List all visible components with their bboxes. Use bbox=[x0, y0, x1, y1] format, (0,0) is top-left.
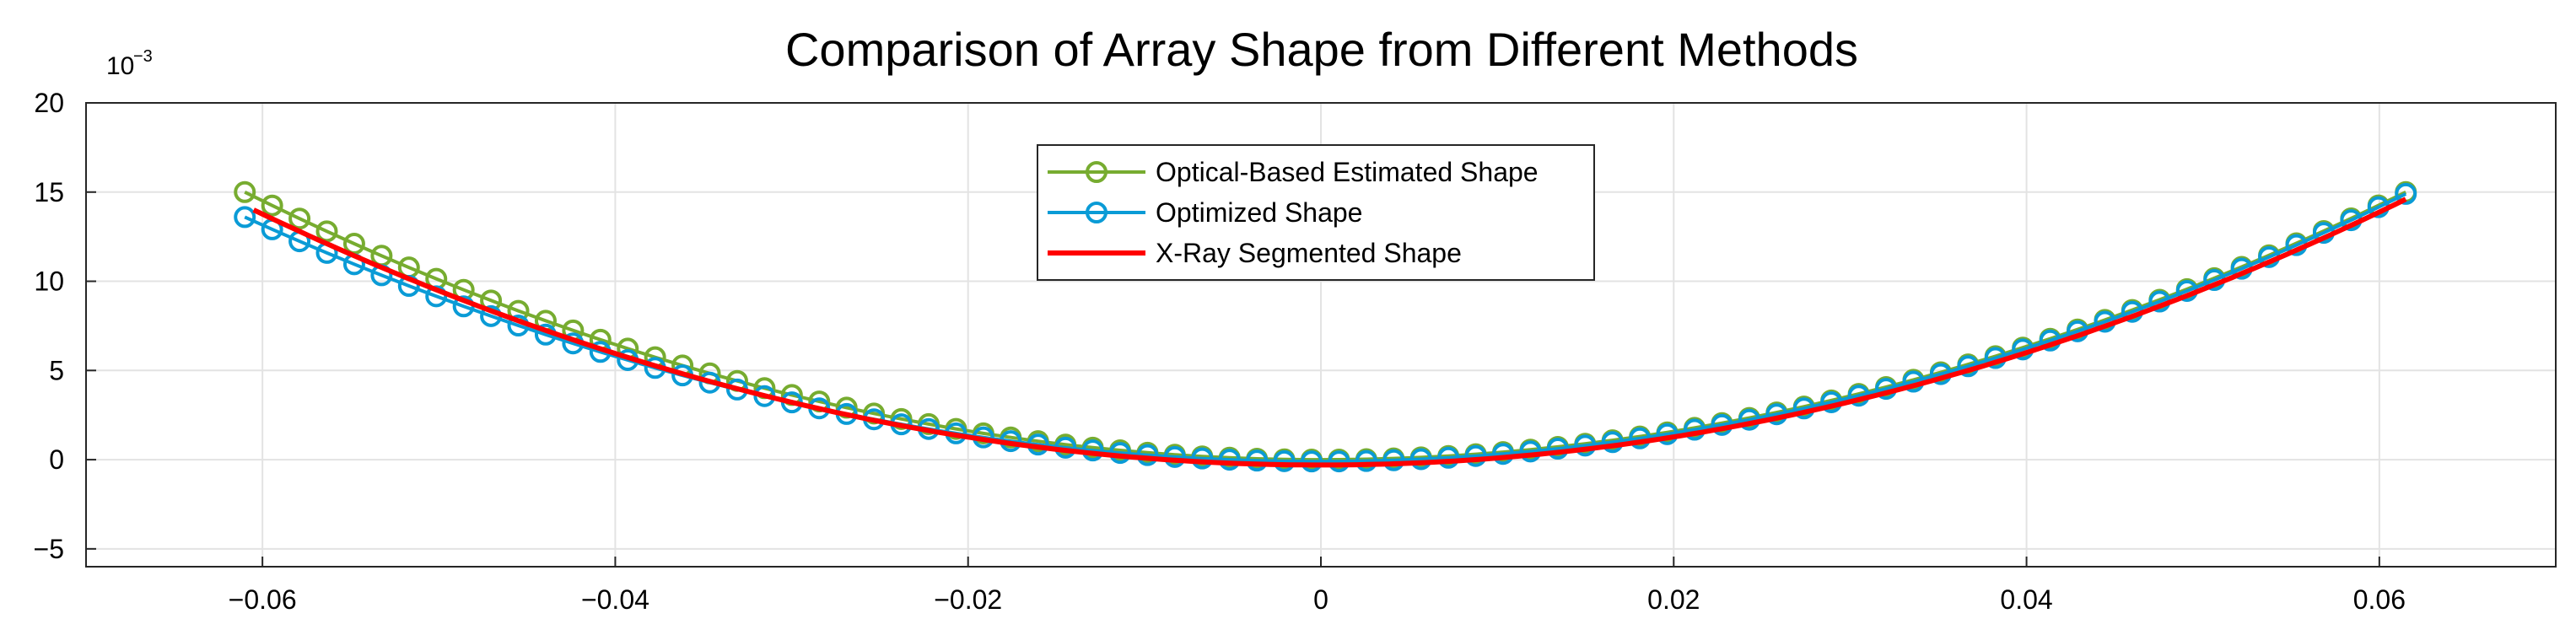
series-layer bbox=[234, 180, 2417, 473]
data-point bbox=[1301, 450, 1323, 473]
legend-label: Optical-Based Estimated Shape bbox=[1156, 157, 1539, 187]
x-tick-label: 0.02 bbox=[1647, 584, 1700, 615]
x-tick-label: −0.02 bbox=[934, 584, 1002, 615]
data-point bbox=[288, 207, 311, 230]
series-line bbox=[244, 191, 2407, 462]
data-point bbox=[1218, 449, 1241, 471]
data-point bbox=[2395, 182, 2417, 205]
y-exponent-power: −3 bbox=[133, 47, 153, 66]
y-tick-label: 0 bbox=[49, 444, 64, 475]
legend-item: X-Ray Segmented Shape bbox=[1048, 238, 1462, 268]
series-line bbox=[244, 192, 2407, 464]
legend-label: X-Ray Segmented Shape bbox=[1156, 238, 1462, 268]
data-point bbox=[1519, 440, 1542, 463]
legend-marker bbox=[1086, 202, 1107, 223]
y-exponent-base: 10 bbox=[106, 52, 134, 80]
data-point bbox=[1355, 449, 1377, 472]
data-point bbox=[425, 285, 448, 308]
y-tick-label: −5 bbox=[34, 534, 64, 564]
x-tick-label: 0.06 bbox=[2353, 584, 2406, 615]
data-point bbox=[1382, 449, 1405, 471]
y-tick-label: 15 bbox=[34, 177, 64, 207]
data-point bbox=[1328, 450, 1350, 473]
series-x-ray-segmented-shape bbox=[252, 196, 2407, 468]
data-point bbox=[1492, 443, 1515, 465]
data-point bbox=[1163, 445, 1186, 468]
data-point bbox=[315, 220, 338, 243]
data-point bbox=[234, 180, 256, 203]
y-tick-label: 20 bbox=[34, 88, 64, 118]
y-tick-label: 10 bbox=[34, 266, 64, 297]
data-point bbox=[1437, 446, 1460, 469]
legend-label: Optimized Shape bbox=[1156, 197, 1362, 228]
grid-lines bbox=[86, 102, 2556, 567]
series-line bbox=[252, 196, 2407, 468]
y-tick-label: 5 bbox=[49, 355, 64, 385]
y-axis-exponent-label: 10 −3 bbox=[106, 47, 153, 80]
data-point bbox=[1409, 448, 1432, 471]
x-tick-label: 0.04 bbox=[2000, 584, 2052, 615]
x-tick-label: −0.06 bbox=[229, 584, 297, 615]
data-point bbox=[1464, 444, 1487, 467]
data-point bbox=[1191, 447, 1214, 470]
series-optimized-shape bbox=[234, 182, 2417, 473]
legend-item: Optical-Based Estimated Shape bbox=[1048, 157, 1539, 187]
legend-marker bbox=[1086, 161, 1107, 183]
data-point bbox=[1246, 449, 1269, 472]
legend: Optical-Based Estimated Shape Optimized S… bbox=[1037, 144, 1595, 281]
data-point bbox=[1546, 438, 1569, 460]
data-point bbox=[1273, 449, 1296, 472]
axis-ticks: −0.06 −0.04 −0.02 0 0.02 0.04 0.06 −5 0 5 10 15 20 bbox=[34, 88, 2406, 615]
legend-item: Optimized Shape bbox=[1048, 197, 1362, 228]
chart-title: Comparison of Array Shape from Different… bbox=[785, 23, 1858, 76]
x-tick-label: 0 bbox=[1313, 584, 1328, 615]
data-point bbox=[234, 206, 256, 229]
data-point bbox=[261, 194, 283, 217]
x-tick-label: −0.04 bbox=[581, 584, 649, 615]
